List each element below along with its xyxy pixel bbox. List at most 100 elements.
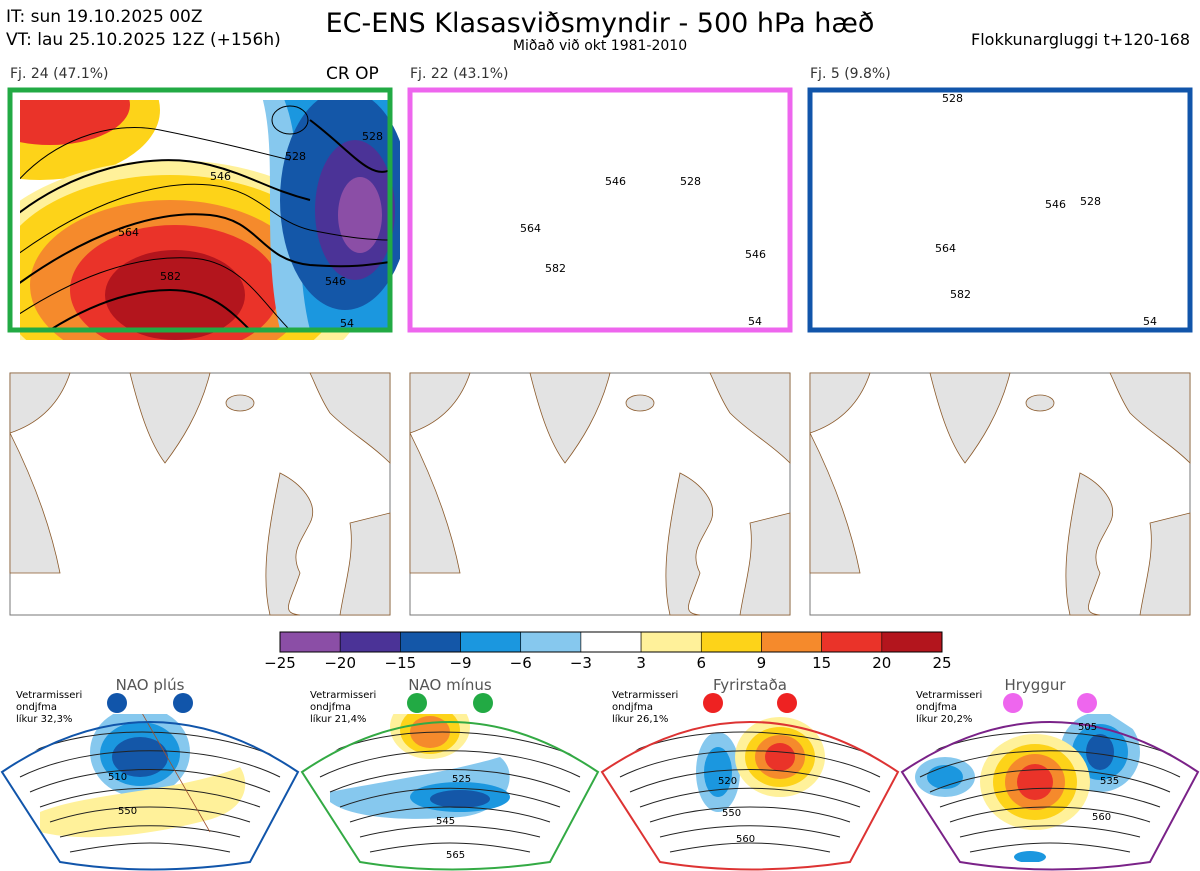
regime-3-likelihood: líkur 26,1%	[612, 713, 668, 725]
colorbar-swatch	[400, 631, 461, 653]
colorbar-tick-label: 20	[872, 654, 891, 672]
initial-time: IT: sun 19.10.2025 00Z	[6, 7, 203, 27]
regime-4-freq: ondjfma	[916, 702, 957, 713]
cluster-2-contour-label: 528	[680, 175, 701, 188]
cluster-3-contour-label: 546	[1045, 198, 1066, 211]
regime-2-freq: ondjfma	[310, 702, 351, 713]
regime-4-likelihood: líkur 20,2%	[916, 713, 972, 725]
regime-2-season: Vetrarmisseri	[310, 690, 376, 701]
regime-2-name: NAO mínus	[408, 676, 492, 694]
cluster-3-contour-label: 528	[1080, 195, 1101, 208]
regime-marker-dot	[173, 693, 193, 713]
colorbar-tick-label: 6	[696, 654, 706, 672]
regime-1-contour-label: 550	[118, 806, 137, 817]
cluster-1-contour-label: 564	[118, 226, 139, 239]
regime-1-season: Vetrarmisseri	[16, 690, 82, 701]
colorbar-tick-label: −25	[264, 654, 296, 672]
regime-2-contour-label: 525	[452, 774, 471, 785]
cluster-2-contour-label: 546	[745, 248, 766, 261]
cluster-2-map: 546 564 582 528 546 54	[407, 87, 793, 333]
colorbar-frame	[279, 631, 943, 653]
regime-marker-dot	[107, 693, 127, 713]
regime-3-contour-label: 550	[722, 808, 741, 819]
blank-map-1	[9, 372, 391, 616]
page-title: EC-ENS Klasasviðsmyndir - 500 hPa hæð	[325, 8, 875, 39]
regime-marker-dot	[473, 693, 493, 713]
cluster-3-contour-label: 528	[942, 92, 963, 105]
cluster-1-contour-label: 582	[160, 270, 181, 283]
regime-2-contour-label: 565	[446, 850, 465, 861]
regime-3-freq: ondjfma	[612, 702, 653, 713]
page-subtitle: Miðað við okt 1981-2010	[512, 38, 688, 54]
colorbar-swatch	[580, 631, 642, 653]
colorbar-swatch	[279, 631, 341, 653]
cluster-2-label: Fj. 22 (43.1%)	[410, 66, 509, 82]
cluster-1-contour-label: 546	[325, 275, 346, 288]
blank-map-3	[809, 372, 1191, 616]
regime-nao-plus: NAO plús Vetrarmisseri ondjfma líkur 32,…	[0, 676, 300, 871]
colorbar-tick-label: −3	[570, 654, 592, 672]
regime-marker-dot	[703, 693, 723, 713]
regime-marker-dot	[777, 693, 797, 713]
colorbar-tick-label: −20	[324, 654, 356, 672]
regime-1-contour-label: 510	[108, 772, 127, 783]
colorbar-swatch	[821, 631, 883, 653]
cluster-1-contour-label: 546	[210, 170, 231, 183]
cluster-3-contour-label: 564	[935, 242, 956, 255]
colorbar-swatch	[520, 631, 582, 653]
colorbar-tick-label: −6	[510, 654, 532, 672]
cluster-maps: 546 564 582 528 546 528 54 546 564 582 5…	[7, 87, 1193, 340]
regime-3-contour-label: 560	[736, 834, 755, 845]
regime-3-contour-label: 520	[718, 776, 737, 787]
cluster-3-contour-label: 582	[950, 288, 971, 301]
colorbar-tick-label: 3	[636, 654, 646, 672]
regime-2-likelihood: líkur 21,4%	[310, 713, 366, 725]
regime-4-contour-label: 505	[1078, 722, 1097, 733]
regime-blocking: Fyrirstaða Vetrarmisseri ondjfma líkur 2…	[600, 676, 900, 871]
regime-marker-dot	[407, 693, 427, 713]
cluster-3-contour-label: 54	[1143, 315, 1157, 328]
colorbar-tick-label: −9	[449, 654, 471, 672]
colorbar-tick-label: 15	[812, 654, 831, 672]
regime-4-season: Vetrarmisseri	[916, 690, 982, 701]
colorbar-tick-label: 25	[932, 654, 951, 672]
regime-1-likelihood: líkur 32,3%	[16, 713, 72, 725]
regime-marker-dot	[1003, 693, 1023, 713]
cluster-2-contour-label: 564	[520, 222, 541, 235]
regime-1-freq: ondjfma	[16, 702, 57, 713]
colorbar: −25 −20 −15 −9 −6 −3 3 6 9 15 20 25	[264, 631, 952, 672]
regime-ridge: Hryggur Vetrarmisseri ondjfma líkur 20,2…	[900, 676, 1200, 871]
cluster-2-contour-label: 546	[605, 175, 626, 188]
regime-4-contour-label: 560	[1092, 812, 1111, 823]
cluster-1-map: 546 564 582 528 546 528 54	[7, 87, 400, 340]
cluster-3-map: 546 564 582 528 528 54	[807, 87, 1193, 333]
valid-time: VT: lau 25.10.2025 12Z (+156h)	[6, 30, 281, 50]
colorbar-swatch	[881, 631, 943, 653]
regime-nao-minus: NAO mínus Vetrarmisseri ondjfma líkur 21…	[300, 676, 600, 871]
regime-4-name: Hryggur	[1004, 676, 1066, 694]
cluster-1-contour-label: 528	[285, 150, 306, 163]
cluster-window: Flokkunargluggi t+120-168	[971, 30, 1190, 49]
regime-2-contour-label: 545	[436, 816, 455, 827]
colorbar-swatch	[640, 631, 702, 653]
blank-map-2	[409, 372, 791, 616]
cluster-2-contour-label: 54	[748, 315, 762, 328]
cluster-3-label: Fj. 5 (9.8%)	[810, 66, 891, 82]
regime-panels: NAO plús Vetrarmisseri ondjfma líkur 32,…	[0, 676, 1200, 871]
regime-1-name: NAO plús	[116, 676, 185, 694]
colorbar-swatch	[761, 631, 822, 653]
colorbar-swatch	[339, 631, 401, 653]
regime-3-season: Vetrarmisseri	[612, 690, 678, 701]
colorbar-tick-label: 9	[757, 654, 767, 672]
regime-3-name: Fyrirstaða	[713, 676, 787, 694]
colorbar-swatch	[460, 631, 522, 653]
cluster-1-label: Fj. 24 (47.1%)	[10, 66, 109, 82]
regime-marker-dot	[1077, 693, 1097, 713]
regime-4-contour-label: 535	[1100, 776, 1119, 787]
cluster-1-tag: CR OP	[326, 64, 379, 84]
blank-maps	[9, 372, 1191, 616]
colorbar-swatch	[700, 631, 762, 653]
cluster-2-contour-label: 582	[545, 262, 566, 275]
cluster-1-contour-label: 528	[362, 130, 383, 143]
cluster-1-contour-label: 54	[340, 317, 354, 330]
